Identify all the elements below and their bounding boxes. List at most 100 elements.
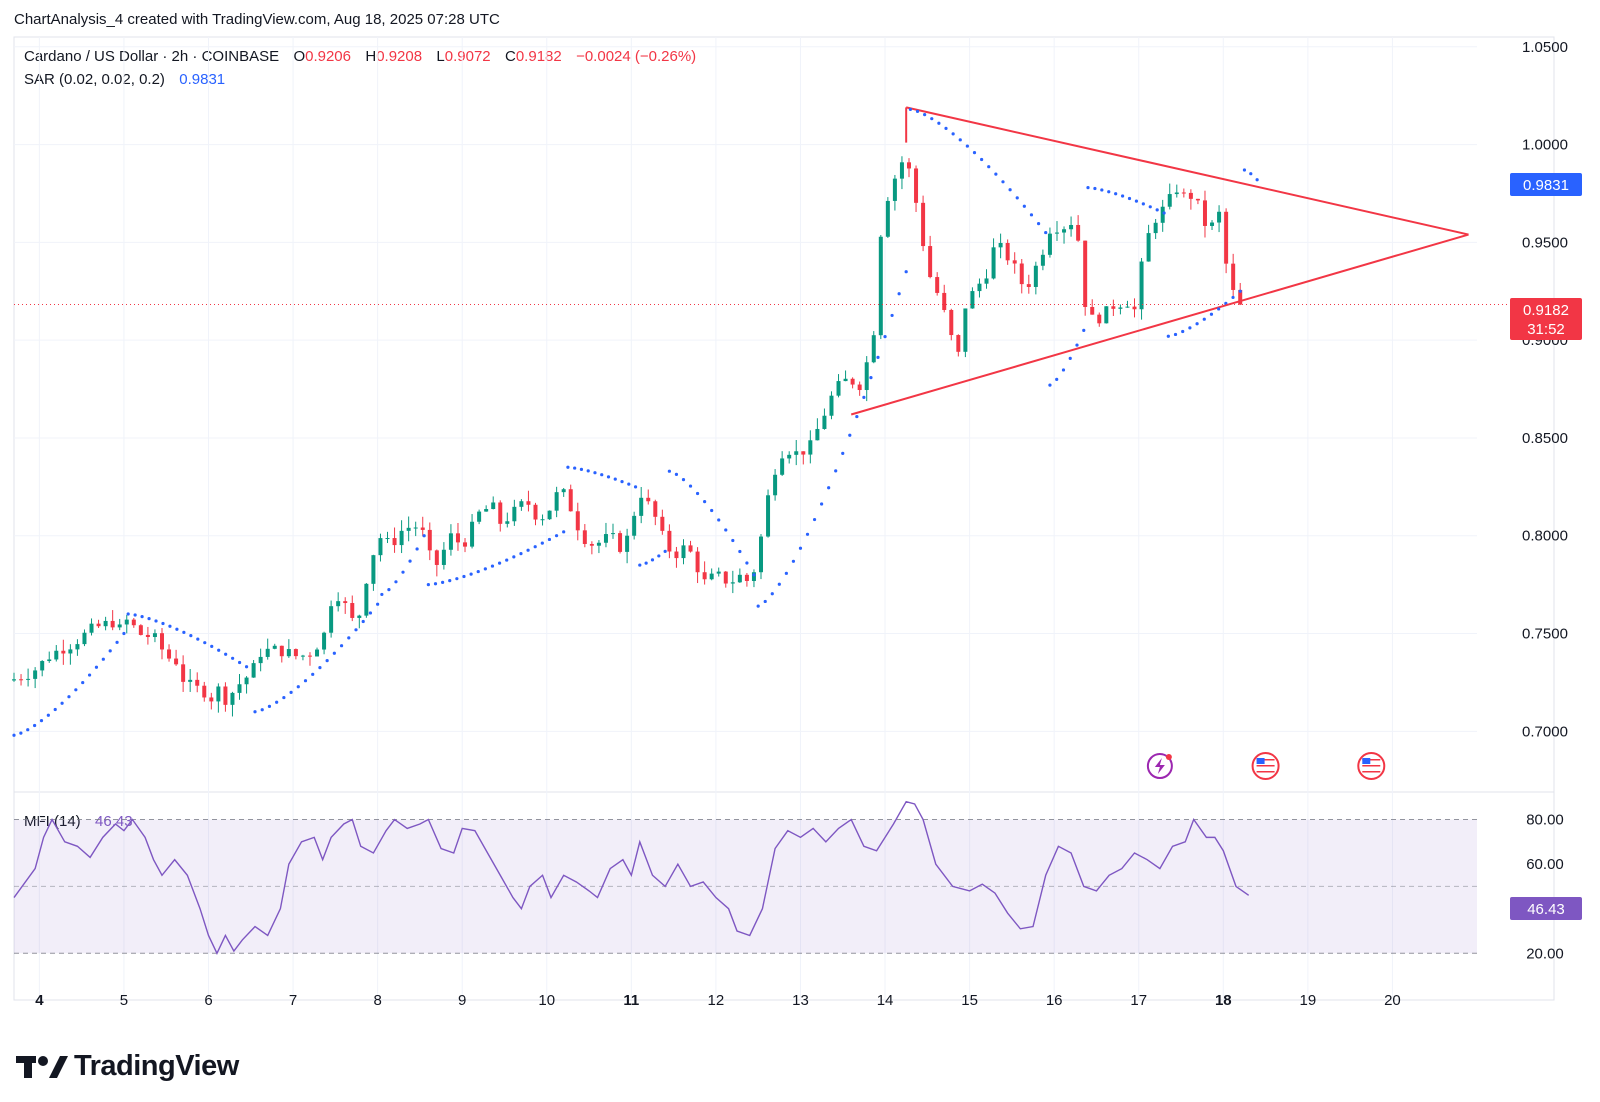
sar-dot bbox=[1100, 188, 1104, 192]
sar-dot bbox=[883, 335, 887, 339]
candle-body bbox=[237, 684, 242, 693]
candle-body bbox=[1153, 222, 1158, 234]
candle-body bbox=[991, 247, 996, 279]
sar-dot bbox=[39, 719, 44, 723]
x-tick-label: 16 bbox=[1046, 992, 1063, 1009]
candle-body bbox=[392, 538, 397, 546]
candle-body bbox=[315, 649, 320, 657]
candle-body bbox=[455, 533, 460, 543]
candle-body bbox=[787, 454, 792, 459]
candle-body bbox=[434, 550, 439, 565]
candle-body bbox=[928, 246, 933, 278]
candle-body bbox=[1146, 233, 1151, 262]
candle-body bbox=[1047, 233, 1052, 255]
grid bbox=[13, 36, 1555, 1001]
sar-dot bbox=[1048, 383, 1052, 387]
candle-body bbox=[1210, 222, 1215, 226]
sar-dot bbox=[688, 484, 693, 488]
sar-dot bbox=[904, 270, 908, 274]
sar-dot bbox=[681, 478, 686, 482]
sar-dot bbox=[296, 685, 300, 689]
sar-dot bbox=[168, 624, 172, 628]
sar-dot bbox=[627, 482, 631, 486]
triangle-pattern bbox=[850, 106, 1469, 416]
candle-body bbox=[646, 497, 651, 502]
candle-body bbox=[498, 502, 503, 524]
sar-legend[interactable]: SAR (0.02, 0.02, 0.2) 0.9831 bbox=[24, 71, 225, 88]
mfi-tick-label: 60.00 bbox=[1526, 856, 1564, 873]
candle-body bbox=[1224, 211, 1229, 264]
sar-dot bbox=[311, 672, 315, 676]
sar-dot bbox=[958, 138, 962, 142]
candle-body bbox=[864, 362, 869, 391]
candle-body bbox=[195, 679, 200, 686]
high-label: H bbox=[365, 48, 377, 65]
sar-dot bbox=[33, 723, 37, 728]
candle-body bbox=[470, 521, 475, 547]
candle-body bbox=[1005, 242, 1010, 261]
x-tick-label: 9 bbox=[458, 992, 466, 1009]
sar-dot bbox=[325, 658, 329, 663]
us-flag-event-icon[interactable] bbox=[1357, 752, 1386, 780]
candle-body bbox=[871, 335, 876, 363]
triangle-upper-line[interactable] bbox=[905, 106, 1469, 236]
sar-dot bbox=[657, 554, 661, 558]
sar-dot bbox=[175, 627, 179, 631]
candle-body bbox=[653, 501, 658, 517]
candle-body bbox=[899, 162, 904, 179]
x-tick-label: 12 bbox=[708, 992, 725, 1009]
sar-dot bbox=[46, 713, 50, 717]
candle-body bbox=[1118, 307, 1123, 309]
candle-body bbox=[667, 530, 672, 552]
sar-dot bbox=[1120, 194, 1125, 198]
candle-body bbox=[1069, 224, 1074, 230]
candle-body bbox=[970, 291, 975, 309]
candle-body bbox=[448, 533, 453, 550]
candle-body bbox=[1167, 194, 1172, 207]
sar-dot bbox=[848, 433, 852, 437]
sar-dot bbox=[1055, 377, 1059, 381]
candle-body bbox=[300, 655, 305, 657]
sar-dot bbox=[490, 564, 495, 568]
us-flag-event-icon[interactable] bbox=[1251, 752, 1280, 780]
lightning-event-icon[interactable] bbox=[1146, 753, 1173, 779]
sar-dot bbox=[1022, 204, 1026, 208]
mfi-legend[interactable]: MFI (14) 46.43 bbox=[24, 813, 133, 830]
candle-body bbox=[1090, 306, 1095, 315]
sar-dot bbox=[890, 313, 894, 318]
candle-body bbox=[744, 574, 749, 581]
candle-body bbox=[998, 242, 1003, 248]
candle-body bbox=[1238, 289, 1243, 305]
event-markers[interactable] bbox=[1146, 752, 1386, 780]
candle-body bbox=[378, 538, 383, 556]
candle-body bbox=[1181, 192, 1186, 194]
candle-body bbox=[159, 633, 164, 650]
candle-body bbox=[554, 492, 559, 511]
sar-label: SAR (0.02, 0.02, 0.2) bbox=[24, 71, 165, 88]
triangle-lower-line[interactable] bbox=[850, 233, 1469, 416]
candle-body bbox=[639, 497, 644, 516]
sar-dot bbox=[94, 665, 99, 669]
candle-body bbox=[223, 686, 228, 705]
sar-dot bbox=[253, 710, 257, 714]
tradingview-logo[interactable]: TradingView bbox=[16, 1050, 239, 1083]
candle-body bbox=[568, 489, 573, 512]
mfi-tick-label: 20.00 bbox=[1526, 945, 1564, 962]
sar-dot bbox=[1114, 192, 1118, 196]
sar-dot bbox=[827, 486, 831, 490]
candle-body bbox=[329, 606, 334, 633]
sar-dot bbox=[1082, 328, 1086, 332]
sar-dot bbox=[87, 673, 92, 677]
candle-body bbox=[688, 545, 693, 552]
candle-body bbox=[110, 620, 115, 628]
sar-dot bbox=[777, 582, 781, 586]
sar-dot bbox=[752, 573, 756, 577]
candle-body bbox=[350, 603, 355, 618]
sar-dot bbox=[122, 631, 126, 636]
sar-dot bbox=[108, 649, 112, 653]
sar-dot bbox=[980, 157, 984, 162]
mfi-label: MFI (14) bbox=[24, 813, 81, 830]
x-tick-label: 10 bbox=[538, 992, 555, 1009]
last-price-badge-text: 0.9182 bbox=[1523, 302, 1569, 319]
